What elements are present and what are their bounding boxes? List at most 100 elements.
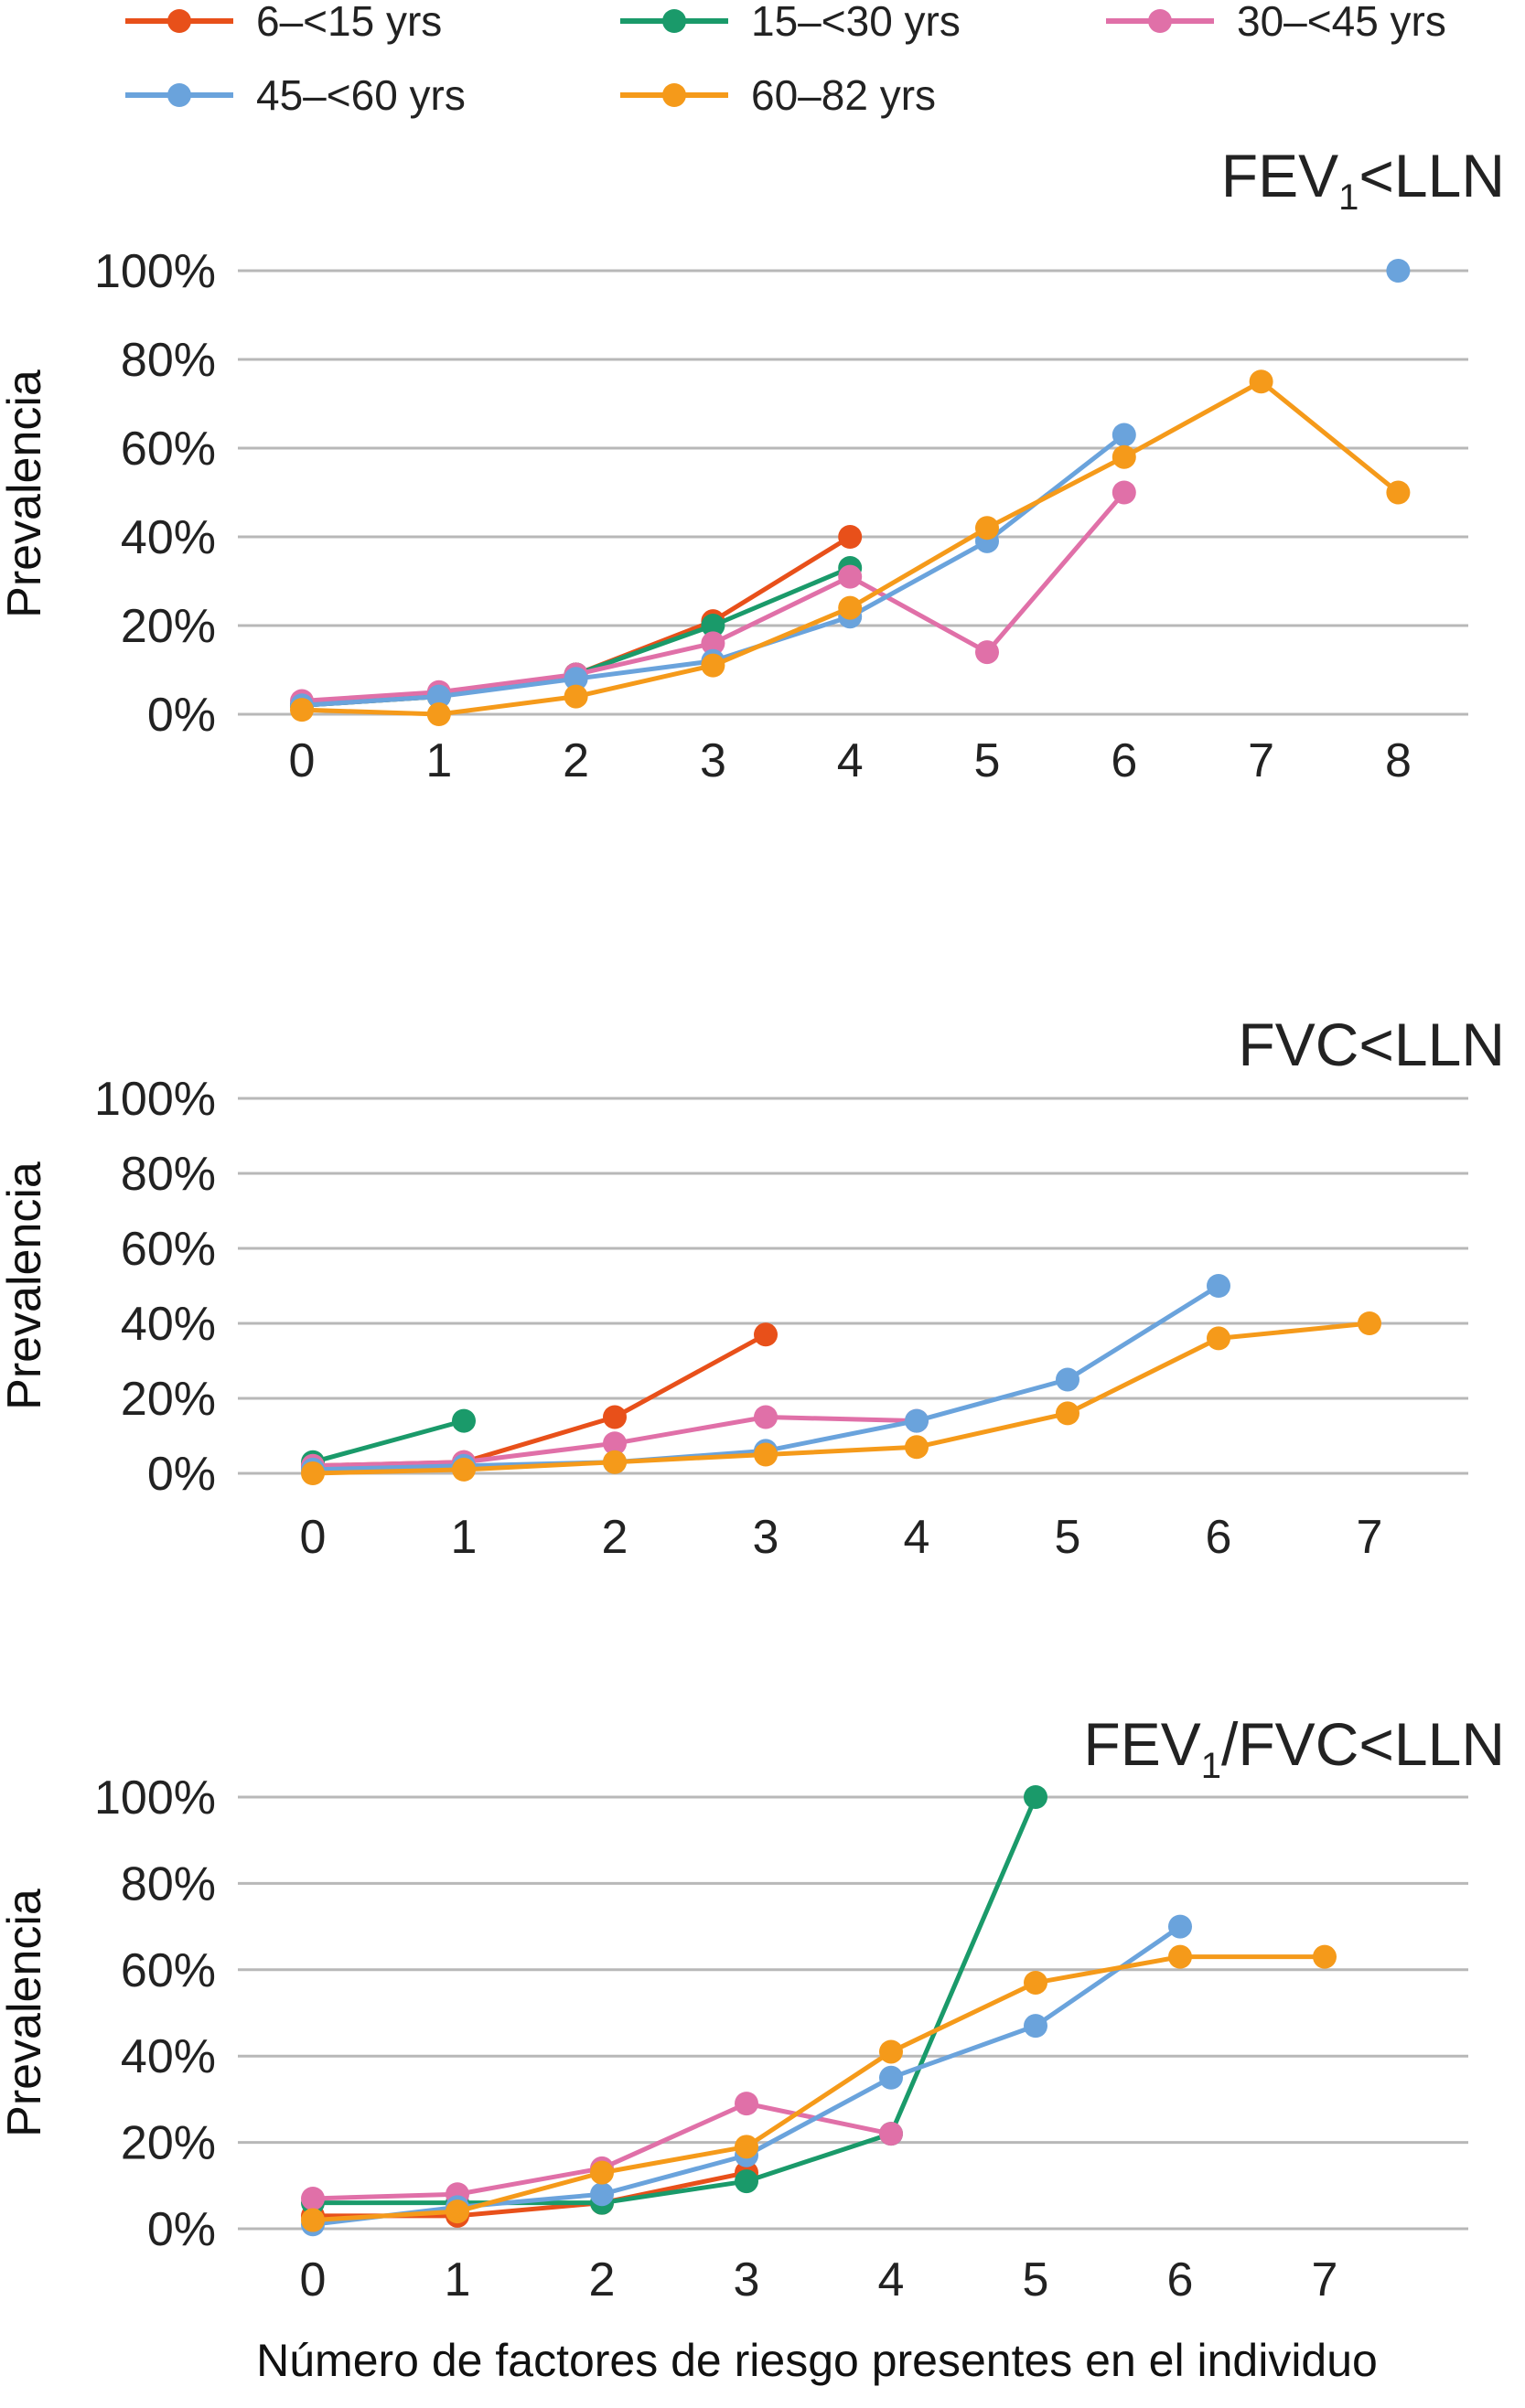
- data-point: [1386, 259, 1411, 283]
- data-point: [735, 2092, 758, 2116]
- x-tick-label: 4: [878, 2253, 905, 2306]
- x-tick-label: 1: [451, 1511, 478, 1564]
- data-point: [838, 595, 863, 620]
- legend-label: 30–<45 yrs: [1237, 0, 1446, 45]
- series-5: [290, 369, 1411, 726]
- data-point: [603, 1450, 627, 1474]
- data-point: [1112, 423, 1136, 447]
- legend-item: 15–<30 yrs: [620, 0, 961, 45]
- y-tick-label: 20%: [121, 600, 216, 653]
- chart-title: FVC<LLN: [1238, 1011, 1505, 1078]
- data-point: [905, 1435, 929, 1460]
- y-tick-label: 60%: [121, 1223, 216, 1276]
- data-point: [754, 1442, 778, 1467]
- series-2: [301, 1785, 1047, 2215]
- data-point: [735, 2135, 758, 2159]
- legend-item: 6–<15 yrs: [125, 0, 442, 45]
- legend-marker: [662, 83, 686, 107]
- x-tick-label: 6: [1111, 734, 1137, 787]
- data-point: [838, 525, 863, 549]
- y-tick-label: 80%: [121, 334, 216, 387]
- title-rest: /FVC<LLN: [1221, 1710, 1505, 1778]
- data-point: [879, 2065, 903, 2090]
- series-line: [312, 1332, 768, 1469]
- data-point: [301, 1461, 325, 1485]
- x-tick-label: 5: [974, 734, 1001, 787]
- data-point: [603, 1405, 627, 1429]
- data-point: [1056, 1367, 1079, 1392]
- series-5: [301, 1311, 1381, 1485]
- data-point: [754, 1322, 778, 1347]
- data-point: [1168, 1914, 1192, 1939]
- x-tick-label: 1: [445, 2253, 471, 2306]
- chart-title: FEV1/FVC<LLN: [1083, 1710, 1505, 1786]
- data-point: [1358, 1311, 1381, 1335]
- data-point: [590, 2160, 614, 2185]
- legend-item: 45–<60 yrs: [125, 71, 466, 119]
- x-tick-label: 5: [1055, 1511, 1081, 1564]
- data-point: [1024, 2014, 1047, 2039]
- data-point: [1112, 444, 1136, 469]
- x-axis-label: Número de factores de riesgo presentes e…: [256, 2335, 1378, 2386]
- y-axis-label: Prevalencia: [0, 369, 51, 618]
- legend: 6–<15 yrs 15–<30 yrs 30–<45 yrs 45–<60 yrs 6…: [125, 0, 1446, 119]
- y-tick-label: 60%: [121, 423, 216, 476]
- series-line: [312, 1954, 1325, 2223]
- legend-label: 6–<15 yrs: [256, 0, 442, 45]
- data-point: [290, 698, 314, 722]
- series-5: [301, 1944, 1337, 2232]
- chart-3: FEV1/FVC<LLNPrevalencia0%20%40%60%80%100…: [0, 1710, 1505, 2306]
- series-line: [313, 1796, 1038, 2206]
- data-point: [1112, 480, 1136, 505]
- data-point: [452, 1457, 476, 1482]
- x-tick-label: 8: [1385, 734, 1412, 787]
- y-tick-label: 80%: [121, 1857, 216, 1910]
- x-tick-label: 1: [425, 734, 452, 787]
- data-point: [1386, 480, 1411, 505]
- y-tick-label: 40%: [121, 2030, 216, 2083]
- y-tick-label: 0%: [147, 2203, 216, 2256]
- title-main: FEV: [1083, 1710, 1200, 1778]
- data-point: [1056, 1401, 1079, 1426]
- data-point: [754, 1405, 778, 1429]
- title-subscript: 1: [1201, 1746, 1221, 1786]
- x-tick-label: 7: [1357, 1511, 1383, 1564]
- x-tick-label: 2: [563, 734, 589, 787]
- x-tick-label: 7: [1248, 734, 1274, 787]
- y-tick-label: 40%: [121, 1298, 216, 1351]
- chart-title: FEV1<LLN: [1221, 142, 1505, 218]
- legend-label: 60–82 yrs: [751, 71, 936, 119]
- legend-marker: [167, 9, 191, 33]
- x-tick-label: 4: [837, 734, 864, 787]
- data-point: [564, 684, 588, 709]
- x-tick-label: 7: [1312, 2253, 1338, 2306]
- legend-item: 60–82 yrs: [620, 71, 936, 119]
- x-tick-label: 2: [602, 1511, 628, 1564]
- y-tick-label: 60%: [121, 1944, 216, 1997]
- series-line: [312, 1321, 1370, 1476]
- x-tick-label: 0: [300, 2253, 327, 2306]
- legend-marker: [1148, 9, 1172, 33]
- data-point: [1249, 369, 1273, 394]
- data-point: [603, 1431, 627, 1456]
- y-tick-label: 20%: [121, 2117, 216, 2170]
- data-point: [879, 2039, 903, 2064]
- x-tick-label: 0: [289, 734, 316, 787]
- series-line: [312, 1418, 465, 1465]
- data-point: [701, 614, 725, 637]
- data-point: [564, 667, 588, 691]
- series-4: [290, 259, 1411, 718]
- legend-marker: [167, 83, 191, 107]
- data-point: [301, 2208, 325, 2232]
- y-tick-label: 0%: [147, 689, 216, 742]
- y-tick-label: 40%: [121, 511, 216, 564]
- data-point: [905, 1408, 929, 1433]
- title-subscript: 1: [1338, 177, 1359, 218]
- y-tick-label: 100%: [94, 1771, 216, 1825]
- data-point: [590, 2182, 614, 2207]
- x-tick-label: 3: [734, 2253, 760, 2306]
- data-point: [1313, 1944, 1337, 1969]
- legend-label: 15–<30 yrs: [751, 0, 961, 45]
- x-tick-label: 6: [1206, 1511, 1232, 1564]
